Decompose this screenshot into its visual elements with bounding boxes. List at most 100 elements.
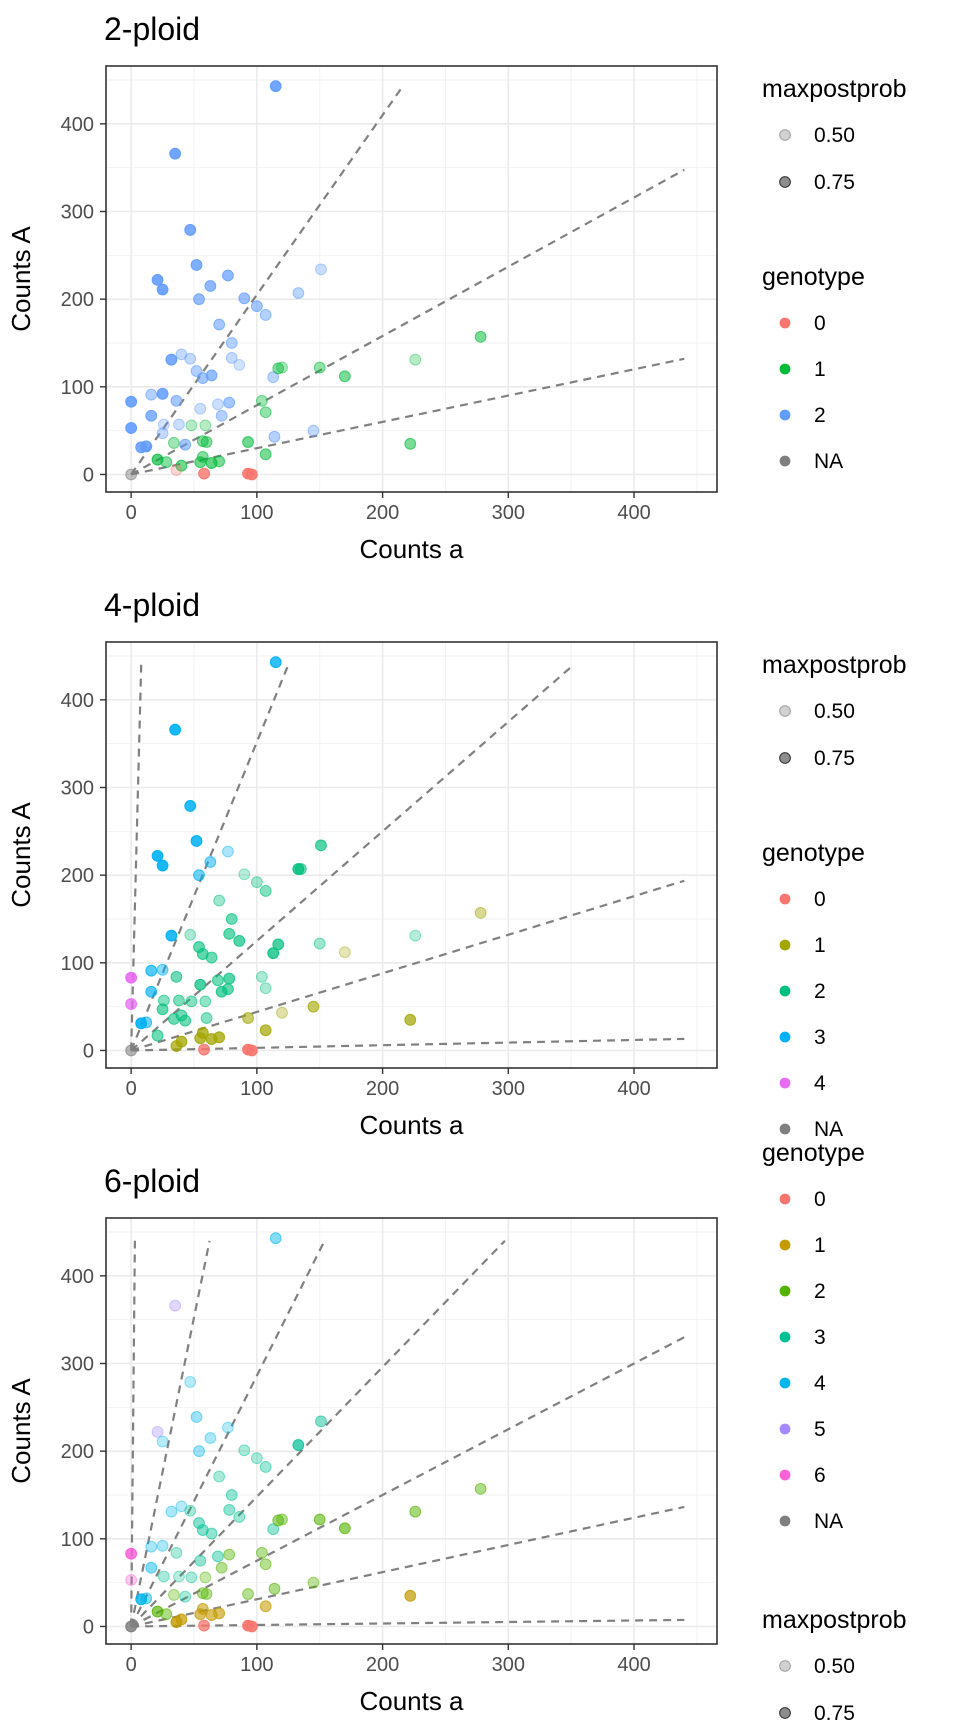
data-point <box>238 1444 251 1457</box>
legend-title-genotype: genotype <box>762 263 865 291</box>
plot-background <box>106 1218 717 1644</box>
data-point <box>267 371 280 384</box>
data-point <box>313 937 326 950</box>
legend-key-genotype <box>779 1331 791 1343</box>
data-point <box>125 395 138 408</box>
data-point <box>194 1032 207 1045</box>
legend-label-genotype: 1 <box>814 358 826 381</box>
y-tick-label: 0 <box>83 1040 94 1062</box>
x-tick-label: 100 <box>240 502 273 524</box>
data-point <box>315 1415 327 1428</box>
data-point <box>315 839 327 852</box>
data-point <box>194 1554 207 1567</box>
legend-label-genotype: 3 <box>814 1326 826 1349</box>
data-point <box>259 309 272 321</box>
legend-label-genotype: 0 <box>814 1188 826 1211</box>
data-point <box>151 1425 164 1438</box>
data-point <box>245 1620 258 1633</box>
data-point <box>315 263 327 276</box>
legend-title-maxpostprob: maxpostprob <box>762 75 907 103</box>
x-tick-label: 300 <box>492 1078 525 1100</box>
x-axis-title: Counts a <box>359 1110 464 1140</box>
data-point <box>259 448 272 461</box>
data-point <box>215 409 228 422</box>
data-point <box>167 437 180 449</box>
data-point <box>160 1608 173 1621</box>
legend-label-genotype: 2 <box>814 1280 826 1303</box>
data-point <box>184 352 197 365</box>
data-point <box>223 1548 236 1561</box>
legend-key-genotype <box>779 939 791 951</box>
legend-title-genotype: genotype <box>762 1139 865 1167</box>
plot-background <box>106 66 717 492</box>
data-point <box>156 427 169 440</box>
data-point <box>194 978 207 991</box>
data-point <box>313 1513 326 1526</box>
data-point <box>198 1043 210 1056</box>
reference-line <box>130 168 685 476</box>
data-point <box>233 359 246 371</box>
x-tick-label: 100 <box>240 1078 273 1100</box>
data-point <box>140 1592 153 1605</box>
data-point <box>135 441 148 454</box>
data-point <box>276 1513 288 1526</box>
data-point <box>292 1439 305 1451</box>
x-tick-label: 100 <box>240 1654 273 1676</box>
data-point <box>276 361 288 374</box>
data-point <box>165 929 178 942</box>
reference-line <box>130 1240 211 1627</box>
data-point <box>307 1576 320 1589</box>
data-point <box>242 1588 254 1600</box>
data-point <box>200 1012 213 1024</box>
legend-label-maxpostprob: 0.75 <box>814 171 855 194</box>
data-point <box>259 885 272 897</box>
data-point <box>125 1620 138 1633</box>
data-point <box>185 419 198 432</box>
x-tick-label: 400 <box>617 1078 650 1100</box>
data-point <box>156 1435 169 1448</box>
y-tick-label: 100 <box>61 953 94 975</box>
legend-title-genotype: genotype <box>762 839 865 867</box>
y-tick-label: 300 <box>61 1354 94 1376</box>
y-tick-label: 0 <box>83 464 94 486</box>
data-point <box>204 856 217 868</box>
data-point <box>250 300 263 313</box>
panel-2: 4-ploid 0 100 200 300 400 0 100 200 300 400 Counts … <box>6 587 907 1141</box>
reference-line <box>130 88 402 476</box>
x-axis-title: Counts a <box>359 1686 464 1716</box>
data-point <box>145 388 158 401</box>
x-tick-label: 300 <box>492 502 525 524</box>
data-point <box>156 387 169 400</box>
plot-background <box>106 642 717 1068</box>
data-point <box>255 394 268 407</box>
data-point <box>259 1461 272 1473</box>
data-point <box>199 419 212 432</box>
data-point <box>169 147 182 160</box>
data-point <box>474 906 487 919</box>
data-point <box>125 468 138 481</box>
data-point <box>184 928 197 941</box>
data-point <box>151 849 164 862</box>
data-point <box>292 287 305 299</box>
data-point <box>215 1561 228 1574</box>
data-point <box>157 1570 170 1583</box>
legend-label-genotype: 1 <box>814 934 826 957</box>
data-point <box>211 974 224 987</box>
x-tick-label: 400 <box>617 502 650 524</box>
data-point <box>169 723 182 736</box>
y-tick-label: 300 <box>61 778 94 800</box>
data-point <box>204 280 217 292</box>
data-point <box>213 894 226 907</box>
data-point <box>211 398 224 411</box>
data-point <box>165 353 178 366</box>
data-point <box>184 800 197 812</box>
legend-key-genotype <box>779 893 791 905</box>
data-point <box>170 1040 183 1052</box>
data-point <box>267 1523 280 1536</box>
data-point <box>193 1445 205 1458</box>
data-point <box>245 1044 258 1057</box>
x-tick-label: 200 <box>366 502 399 524</box>
legend-label-genotype: 2 <box>814 404 826 427</box>
data-point <box>170 1546 183 1559</box>
